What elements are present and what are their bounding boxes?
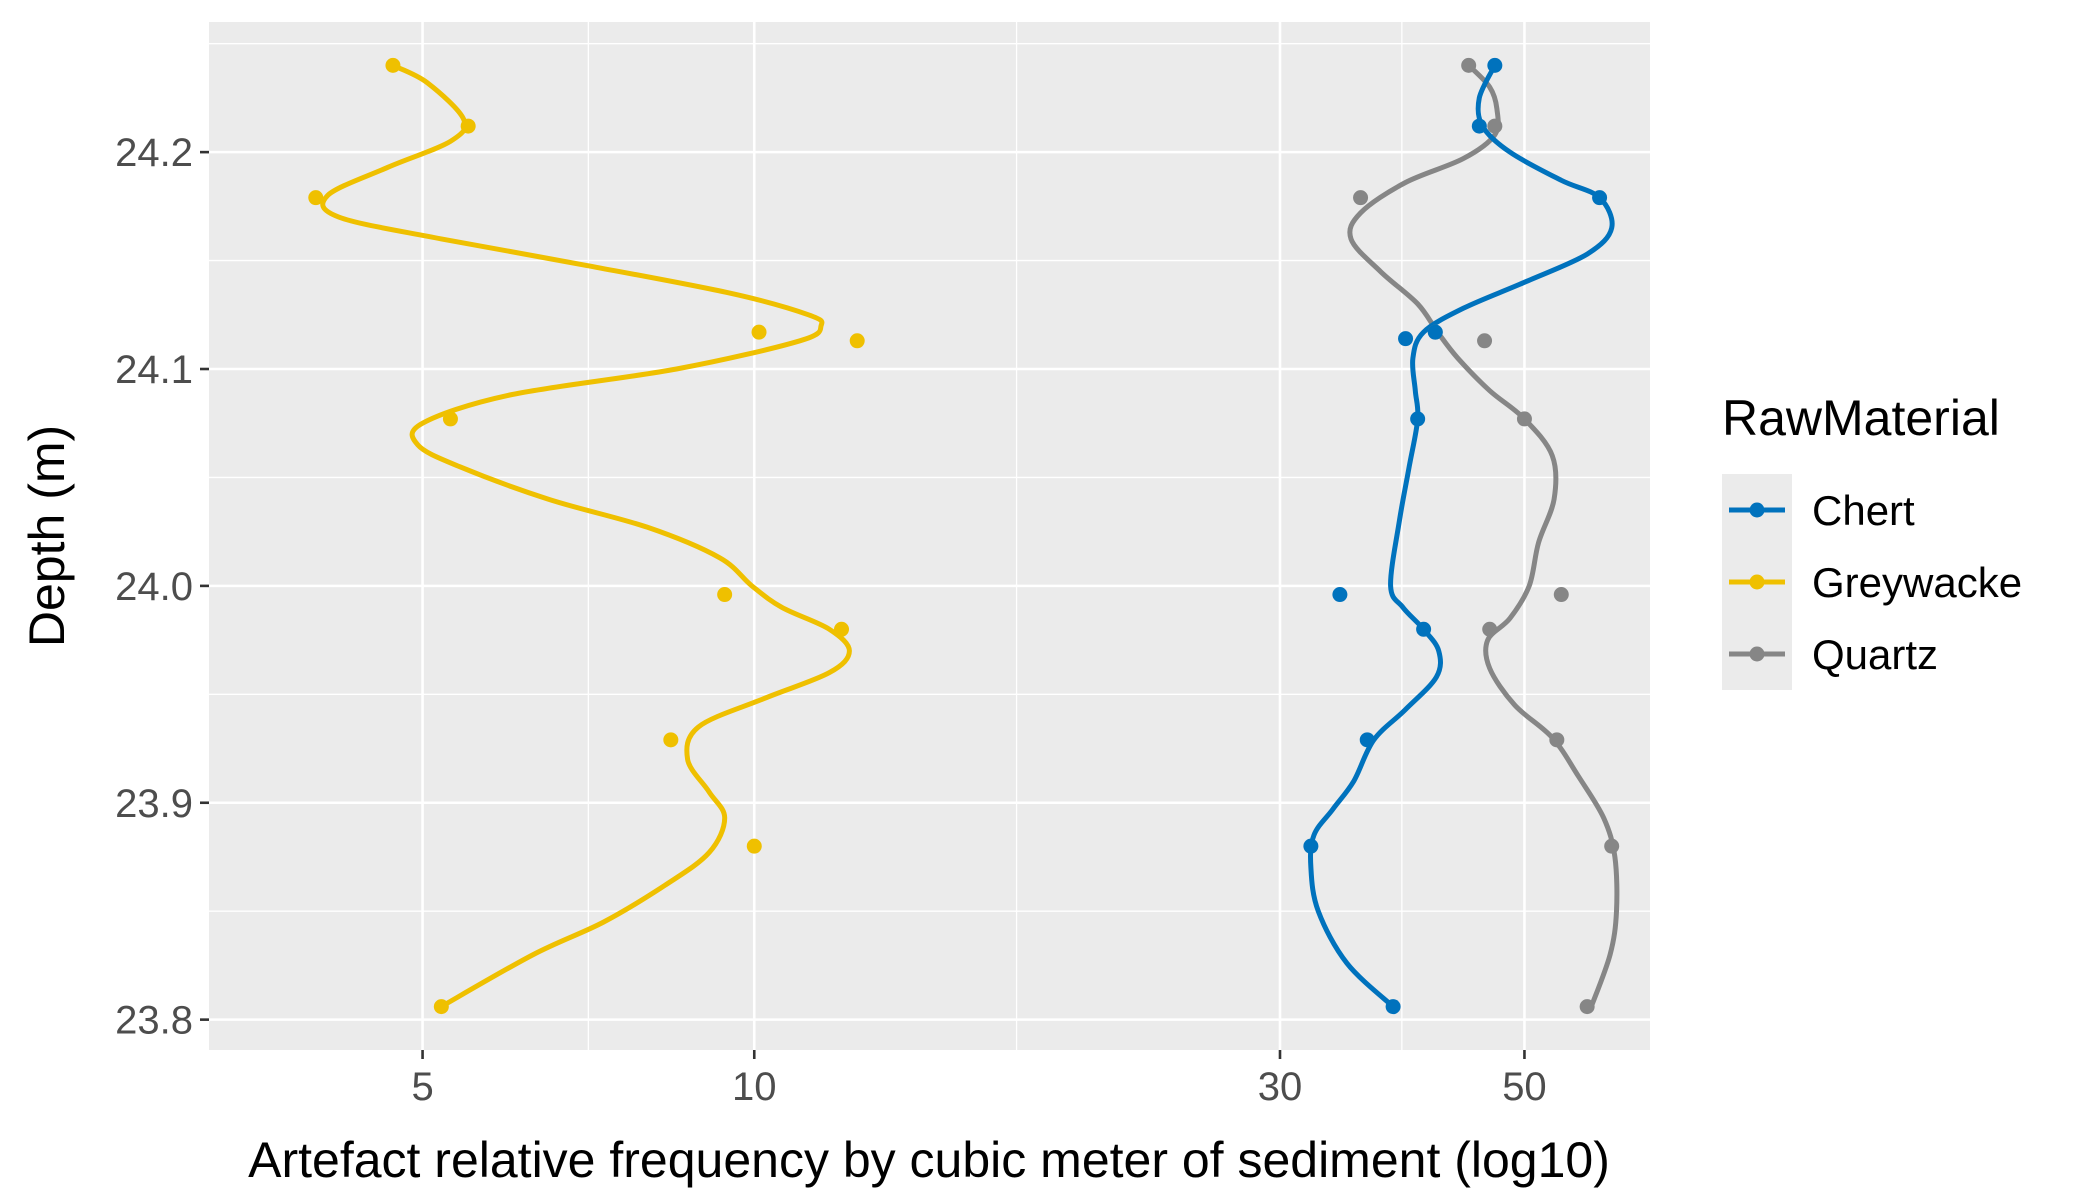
data-point-greywacke [746, 838, 762, 854]
data-point-quartz [1549, 732, 1565, 748]
data-point-quartz [1477, 333, 1493, 349]
data-point-quartz [1482, 621, 1498, 637]
y-axis-title: Depth (m) [19, 425, 75, 647]
x-tick-label: 10 [732, 1065, 777, 1109]
data-point-greywacke [433, 999, 449, 1015]
data-point-quartz [1604, 838, 1620, 854]
data-point-chert [1385, 999, 1401, 1015]
data-point-quartz [1487, 118, 1503, 134]
data-point-greywacke [834, 621, 850, 637]
data-point-chert [1416, 621, 1432, 637]
data-point-greywacke [308, 190, 324, 206]
legend-key-point-chert [1749, 502, 1765, 518]
grid-major [209, 22, 1650, 1050]
x-tick-label: 5 [411, 1065, 433, 1109]
grid-minor [209, 22, 1650, 1050]
legend-label-greywacke: Greywacke [1812, 559, 2022, 606]
legend-key-point-greywacke [1749, 574, 1765, 590]
data-point-quartz [1553, 587, 1569, 603]
data-point-greywacke [751, 324, 767, 340]
y-tick-label: 23.8 [115, 999, 193, 1043]
plot-panel [209, 22, 1650, 1050]
data-point-chert [1359, 732, 1375, 748]
data-point-chert [1427, 324, 1443, 340]
data-point-chert [1410, 411, 1426, 427]
x-tick-label: 50 [1502, 1065, 1547, 1109]
data-point-greywacke [385, 57, 401, 73]
data-point-greywacke [663, 732, 679, 748]
data-point-chert [1592, 190, 1608, 206]
y-axis: 23.8 23.9 24.0 24.1 24.2 [115, 131, 209, 1043]
data-point-greywacke [849, 333, 865, 349]
series-line-greywacke [320, 62, 852, 1010]
legend-key-point-quartz [1749, 646, 1765, 662]
x-tick-label: 30 [1258, 1065, 1303, 1109]
x-axis-title: Artefact relative frequency by cubic met… [248, 1132, 1610, 1188]
data-point-chert [1332, 587, 1348, 603]
legend: RawMaterial Chert Greywacke Quartz [1722, 390, 2022, 690]
data-point-chert [1471, 118, 1487, 134]
legend-label-chert: Chert [1812, 487, 1915, 534]
series-points [308, 57, 1620, 1015]
data-point-quartz [1353, 190, 1369, 206]
data-point-greywacke [460, 118, 476, 134]
legend-title: RawMaterial [1722, 390, 2000, 446]
y-tick-label: 23.9 [115, 782, 193, 826]
x-axis: 5 10 30 50 [411, 1050, 1547, 1109]
legend-label-quartz: Quartz [1812, 631, 1938, 678]
y-tick-label: 24.1 [115, 348, 193, 392]
y-tick-label: 24.2 [115, 131, 193, 175]
data-point-chert [1398, 331, 1414, 347]
y-tick-label: 24.0 [115, 565, 193, 609]
data-point-quartz [1579, 999, 1595, 1015]
data-point-greywacke [717, 587, 733, 603]
legend-keys: Chert Greywacke Quartz [1722, 474, 2022, 690]
data-point-chert [1487, 57, 1503, 73]
data-point-greywacke [442, 411, 458, 427]
data-point-quartz [1461, 57, 1477, 73]
data-point-chert [1303, 838, 1319, 854]
data-point-quartz [1516, 411, 1532, 427]
series-line-quartz [1347, 62, 1620, 1010]
